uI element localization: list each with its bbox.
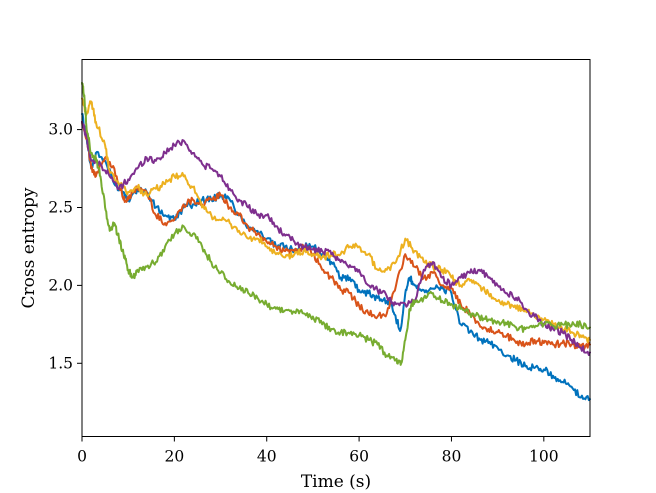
series-line-2: [81, 120, 591, 350]
y-tick-label: 2.5: [48, 198, 73, 216]
y-tick-label: 1.5: [48, 354, 73, 372]
x-tick-label: 60: [349, 448, 369, 466]
series-line-1: [81, 112, 591, 402]
plot-frame: [81, 59, 591, 437]
y-axis: 1.5 2.0 2.5 3.0: [48, 121, 82, 372]
series-line-5: [81, 81, 591, 366]
x-tick-label: 0: [77, 448, 87, 466]
series-line-4: [81, 120, 591, 357]
y-tick-label: 3.0: [48, 121, 73, 139]
series-line-3: [81, 97, 591, 344]
x-tick-label: 80: [442, 448, 462, 466]
x-tick-label: 40: [257, 448, 277, 466]
x-tick-label: 20: [164, 448, 184, 466]
x-tick-label: 100: [529, 448, 559, 466]
x-axis-label: Time (s): [301, 472, 371, 492]
plot-lines: [81, 81, 591, 402]
x-axis: 0 20 40 60 80 100: [77, 436, 559, 466]
y-axis-label: Cross entropy: [19, 187, 39, 308]
y-tick-label: 2.0: [48, 276, 73, 294]
